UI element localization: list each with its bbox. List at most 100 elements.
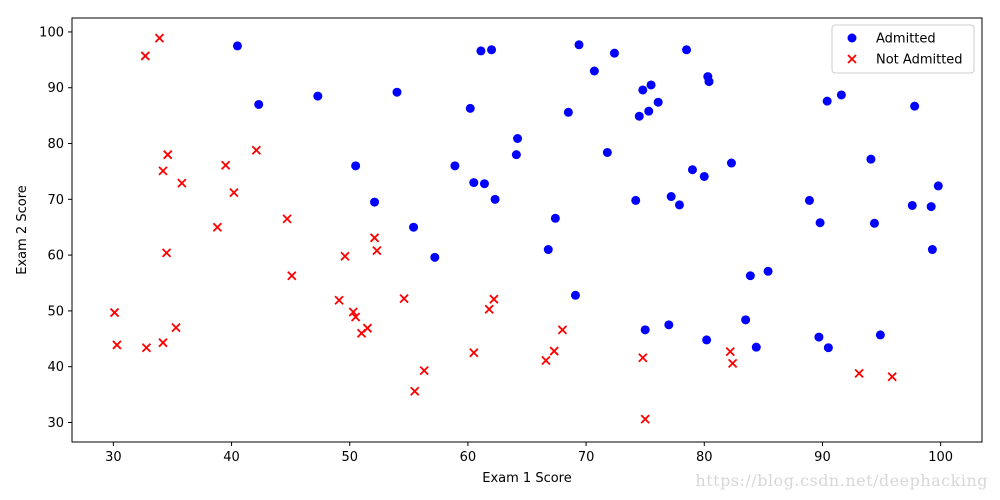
admitted-point [741, 315, 751, 325]
not-admitted-point [410, 386, 420, 396]
plot-area [72, 18, 982, 442]
plot-background [72, 18, 982, 442]
not-admitted-point [350, 312, 361, 322]
admitted-point [763, 266, 773, 276]
admitted-point [666, 192, 676, 202]
x-tick-label: 100 [928, 450, 953, 465]
not-admitted-point [154, 33, 165, 43]
y-ticks: 30 40 50 60 70 80 90 100 [39, 25, 72, 431]
admitted-point [804, 195, 814, 205]
admitted-point [638, 85, 648, 95]
not-admitted-point [163, 150, 173, 160]
x-tick-label: 30 [105, 450, 122, 465]
admitted-point [430, 252, 440, 262]
not-admitted-point [171, 322, 181, 333]
not-admitted-point [638, 353, 648, 363]
legend-admitted-marker [847, 33, 857, 43]
admitted-point [640, 325, 650, 335]
not-admitted-point [340, 251, 350, 261]
admitted-point [823, 343, 833, 353]
axes-frame [71, 17, 983, 443]
legend: Admitted Not Admitted [831, 24, 975, 74]
x-tick-label: 80 [696, 450, 713, 465]
not-admitted-point [372, 246, 382, 256]
not-admitted-point [469, 348, 479, 358]
admitted-point [487, 45, 497, 55]
admitted-point [631, 195, 641, 205]
not-admitted-point [140, 51, 150, 61]
admitted-point [409, 222, 419, 232]
admitted-point [479, 179, 489, 189]
not-admitted-point [484, 304, 494, 314]
x-tick-label: 90 [814, 450, 831, 465]
admitted-point [602, 147, 612, 157]
admitted-point [574, 40, 584, 50]
admitted-point [822, 96, 832, 106]
y-tick-label: 30 [47, 416, 64, 431]
admitted-point [490, 194, 500, 204]
admitted-point [699, 171, 709, 181]
admitted-point [704, 77, 714, 87]
admitted-point [751, 342, 761, 352]
admitted-point [609, 48, 619, 58]
x-ticks: 30 40 50 60 70 80 90 100 [105, 442, 953, 465]
admitted-point [570, 290, 580, 300]
y-axis-label: Exam 2 Score [15, 185, 30, 274]
y-tick-label: 60 [47, 249, 64, 264]
not-admitted-point [557, 325, 568, 335]
admitted-point [634, 111, 644, 121]
legend-not-admitted-label: Not Admitted [876, 53, 963, 68]
legend-not-admitted-marker [847, 54, 857, 64]
watermark: https://blog.csdn.net/deephacking [695, 471, 988, 490]
y-tick-label: 50 [47, 304, 64, 319]
not-admitted-point [369, 233, 380, 243]
x-tick-label: 50 [341, 450, 358, 465]
x-tick-label: 70 [578, 450, 595, 465]
x-axis-label: Exam 1 Score [482, 471, 571, 486]
not-admitted-point [887, 372, 897, 382]
admitted-point [687, 165, 697, 175]
legend-box [831, 24, 975, 74]
admitted-point [450, 161, 460, 171]
admitted-point [653, 97, 663, 107]
admitted-point [370, 197, 380, 207]
admitted-point [674, 200, 684, 210]
admitted-point [469, 178, 479, 188]
admitted-point [927, 245, 937, 255]
admitted-point [910, 101, 920, 111]
not-admitted-point [854, 368, 864, 379]
not-admitted-point [109, 307, 120, 318]
admitted-point [815, 218, 825, 228]
not-admitted-point [112, 340, 122, 350]
admitted-point [664, 320, 674, 330]
not-admitted-point [141, 343, 152, 353]
not-admitted-point [348, 307, 358, 317]
not-admitted-point [725, 346, 735, 357]
x-tick-label: 40 [223, 450, 240, 465]
not-admitted-point [220, 160, 231, 170]
admitted-point [726, 158, 736, 168]
x-tick-label: 60 [460, 450, 477, 465]
not-admitted-point [399, 293, 409, 304]
admitted-point [313, 91, 323, 101]
not-admitted-point [541, 355, 551, 366]
not-admitted-point [229, 187, 239, 198]
not-admitted-point [158, 338, 168, 348]
admitted-point [563, 107, 573, 117]
admitted-point [644, 106, 654, 116]
not-admitted-point [251, 145, 262, 155]
admitted-point [392, 87, 402, 97]
admitted-point [232, 41, 242, 51]
admitted-point [550, 213, 560, 223]
not-admitted-point [489, 294, 499, 304]
y-tick-label: 100 [39, 25, 64, 40]
not-admitted-point [640, 414, 650, 424]
admitted-point [465, 103, 475, 113]
admitted-point [476, 46, 486, 56]
admitted-point [511, 150, 521, 160]
admitted-point [589, 66, 599, 76]
y-tick-label: 90 [47, 81, 64, 96]
not-admitted-point [212, 222, 223, 232]
admitted-point [933, 181, 943, 191]
